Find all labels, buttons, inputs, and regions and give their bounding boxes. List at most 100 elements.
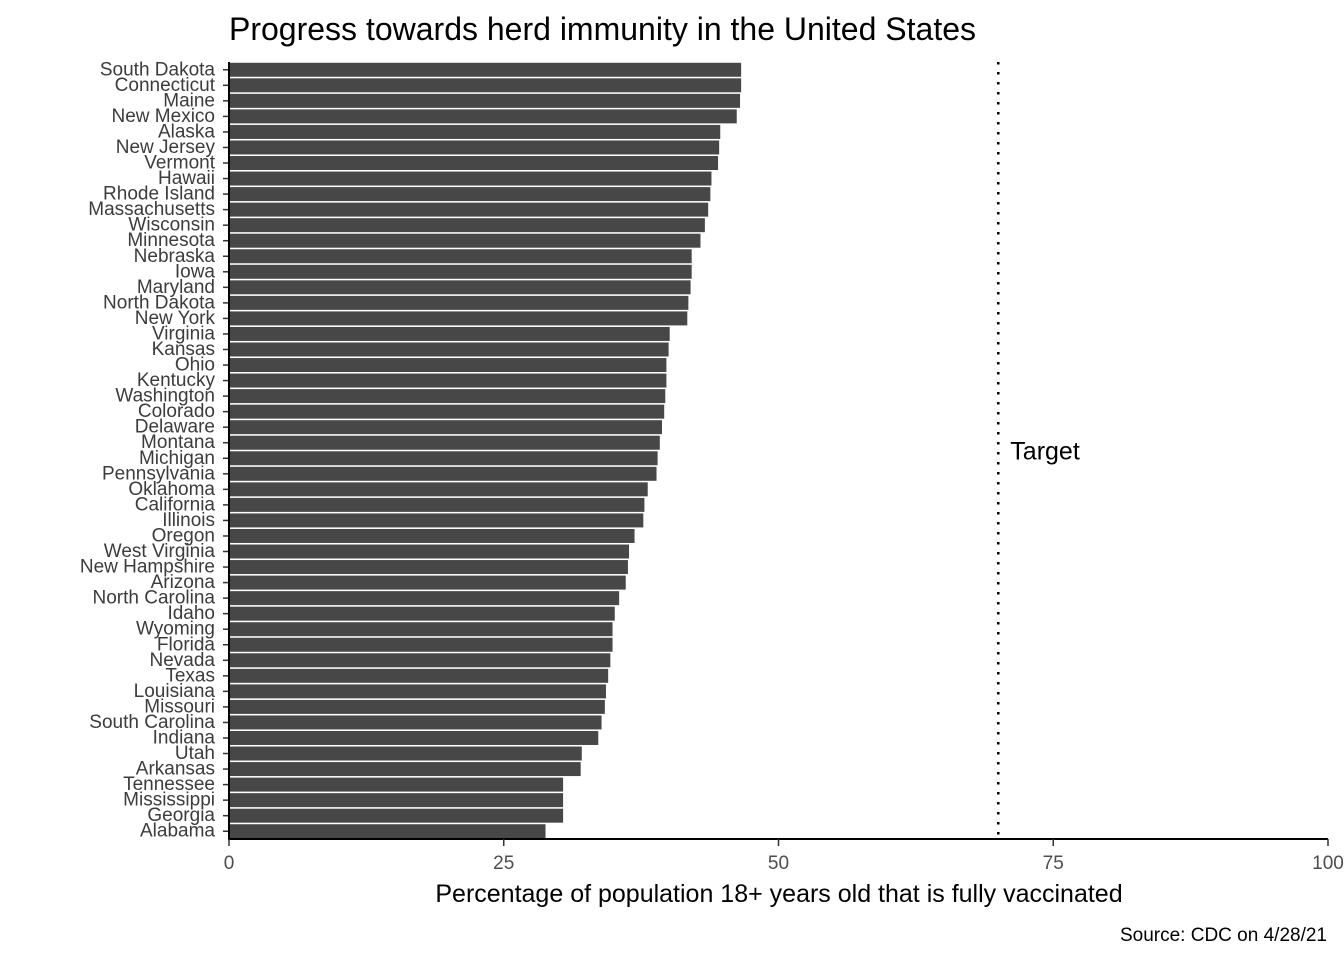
- bars-group: [229, 62, 742, 839]
- category-label: North Carolina: [93, 588, 216, 609]
- bar: [229, 668, 609, 683]
- category-label: West Virginia: [104, 541, 216, 562]
- category-label: Maine: [163, 90, 215, 111]
- category-label: Missouri: [144, 696, 215, 717]
- category-label: Illinois: [162, 510, 215, 531]
- category-label: New Mexico: [112, 106, 215, 127]
- bar: [229, 326, 670, 341]
- category-label: Minnesota: [127, 230, 215, 251]
- category-label: Oregon: [152, 525, 215, 546]
- category-label: Wisconsin: [128, 215, 215, 236]
- category-label: Virginia: [152, 323, 215, 344]
- bar: [229, 93, 741, 108]
- bar: [229, 808, 564, 823]
- bar: [229, 62, 742, 77]
- x-axis-title: Percentage of population 18+ years old t…: [435, 880, 1122, 908]
- category-label: Washington: [115, 386, 215, 407]
- bar: [229, 575, 626, 590]
- x-tick-label: 100: [1312, 853, 1344, 874]
- bar: [229, 715, 602, 730]
- category-label: Hawaii: [158, 168, 215, 189]
- bar: [229, 482, 648, 497]
- category-label: Arizona: [151, 572, 216, 593]
- bar: [229, 404, 665, 419]
- bar: [229, 591, 620, 606]
- x-tick-label: 0: [224, 853, 235, 874]
- bar: [229, 140, 720, 155]
- category-label: Pennsylvania: [102, 463, 215, 484]
- bar: [229, 218, 705, 233]
- category-label: Kentucky: [137, 370, 216, 391]
- category-label: South Dakota: [100, 59, 216, 80]
- category-label: Oklahoma: [128, 479, 215, 500]
- bar: [229, 342, 669, 357]
- bar: [229, 171, 712, 186]
- bar: [229, 420, 663, 435]
- bar: [229, 730, 599, 745]
- category-label: Kansas: [152, 339, 215, 360]
- category-label: Georgia: [147, 805, 215, 826]
- category-label: Florida: [157, 634, 216, 655]
- bar: [229, 389, 666, 404]
- category-label: Alaska: [158, 121, 215, 142]
- category-label: Alabama: [140, 821, 215, 842]
- category-label: South Carolina: [89, 712, 215, 733]
- chart-title: Progress towards herd immunity in the Un…: [229, 11, 976, 47]
- bar: [229, 684, 606, 699]
- bar: [229, 124, 721, 139]
- bar: [229, 373, 667, 388]
- category-label: Texas: [165, 665, 215, 686]
- target-label: Target: [1010, 438, 1080, 466]
- bar: [229, 78, 742, 93]
- category-label: Ohio: [175, 355, 215, 376]
- category-label: Delaware: [135, 417, 215, 438]
- bar: [229, 622, 613, 637]
- bar: [229, 560, 628, 575]
- category-label: Indiana: [153, 727, 216, 748]
- bar: [229, 451, 658, 466]
- bar: [229, 249, 692, 264]
- category-label: Tennessee: [123, 774, 215, 795]
- x-tick-label: 50: [768, 853, 789, 874]
- bar: [229, 762, 581, 777]
- bar: [229, 187, 711, 202]
- bar: [229, 264, 692, 279]
- bar: [229, 637, 613, 652]
- category-label: California: [135, 494, 216, 515]
- category-label: Wyoming: [136, 619, 215, 640]
- bar: [229, 746, 582, 761]
- category-label: Massachusetts: [88, 199, 215, 220]
- bar: [229, 777, 564, 792]
- bar: [229, 233, 701, 248]
- bar: [229, 295, 689, 310]
- category-label: Connecticut: [115, 75, 216, 96]
- category-label: Arkansas: [136, 759, 215, 780]
- bar: [229, 435, 660, 450]
- category-label: New Hampshire: [80, 557, 215, 578]
- bar: [229, 109, 737, 124]
- bar: [229, 793, 564, 808]
- bar: [229, 466, 657, 481]
- bar: [229, 358, 667, 373]
- bar: [229, 280, 691, 295]
- bar: [229, 544, 630, 559]
- category-label: New York: [135, 308, 216, 329]
- bar: [229, 202, 709, 217]
- category-label: Mississippi: [123, 790, 215, 811]
- bar: [229, 824, 546, 839]
- category-label: Montana: [141, 432, 215, 453]
- bar: [229, 699, 605, 714]
- category-label: Vermont: [144, 153, 215, 174]
- category-label: Iowa: [175, 261, 216, 282]
- category-label: New Jersey: [116, 137, 216, 158]
- category-label: Michigan: [139, 448, 215, 469]
- category-label: Rhode Island: [103, 184, 215, 205]
- bar: [229, 497, 645, 512]
- category-label: Idaho: [167, 603, 215, 624]
- category-label: North Dakota: [103, 292, 215, 313]
- category-label: Louisiana: [134, 681, 216, 702]
- category-label: Nevada: [150, 650, 216, 671]
- source-caption: Source: CDC on 4/28/21: [1120, 925, 1327, 946]
